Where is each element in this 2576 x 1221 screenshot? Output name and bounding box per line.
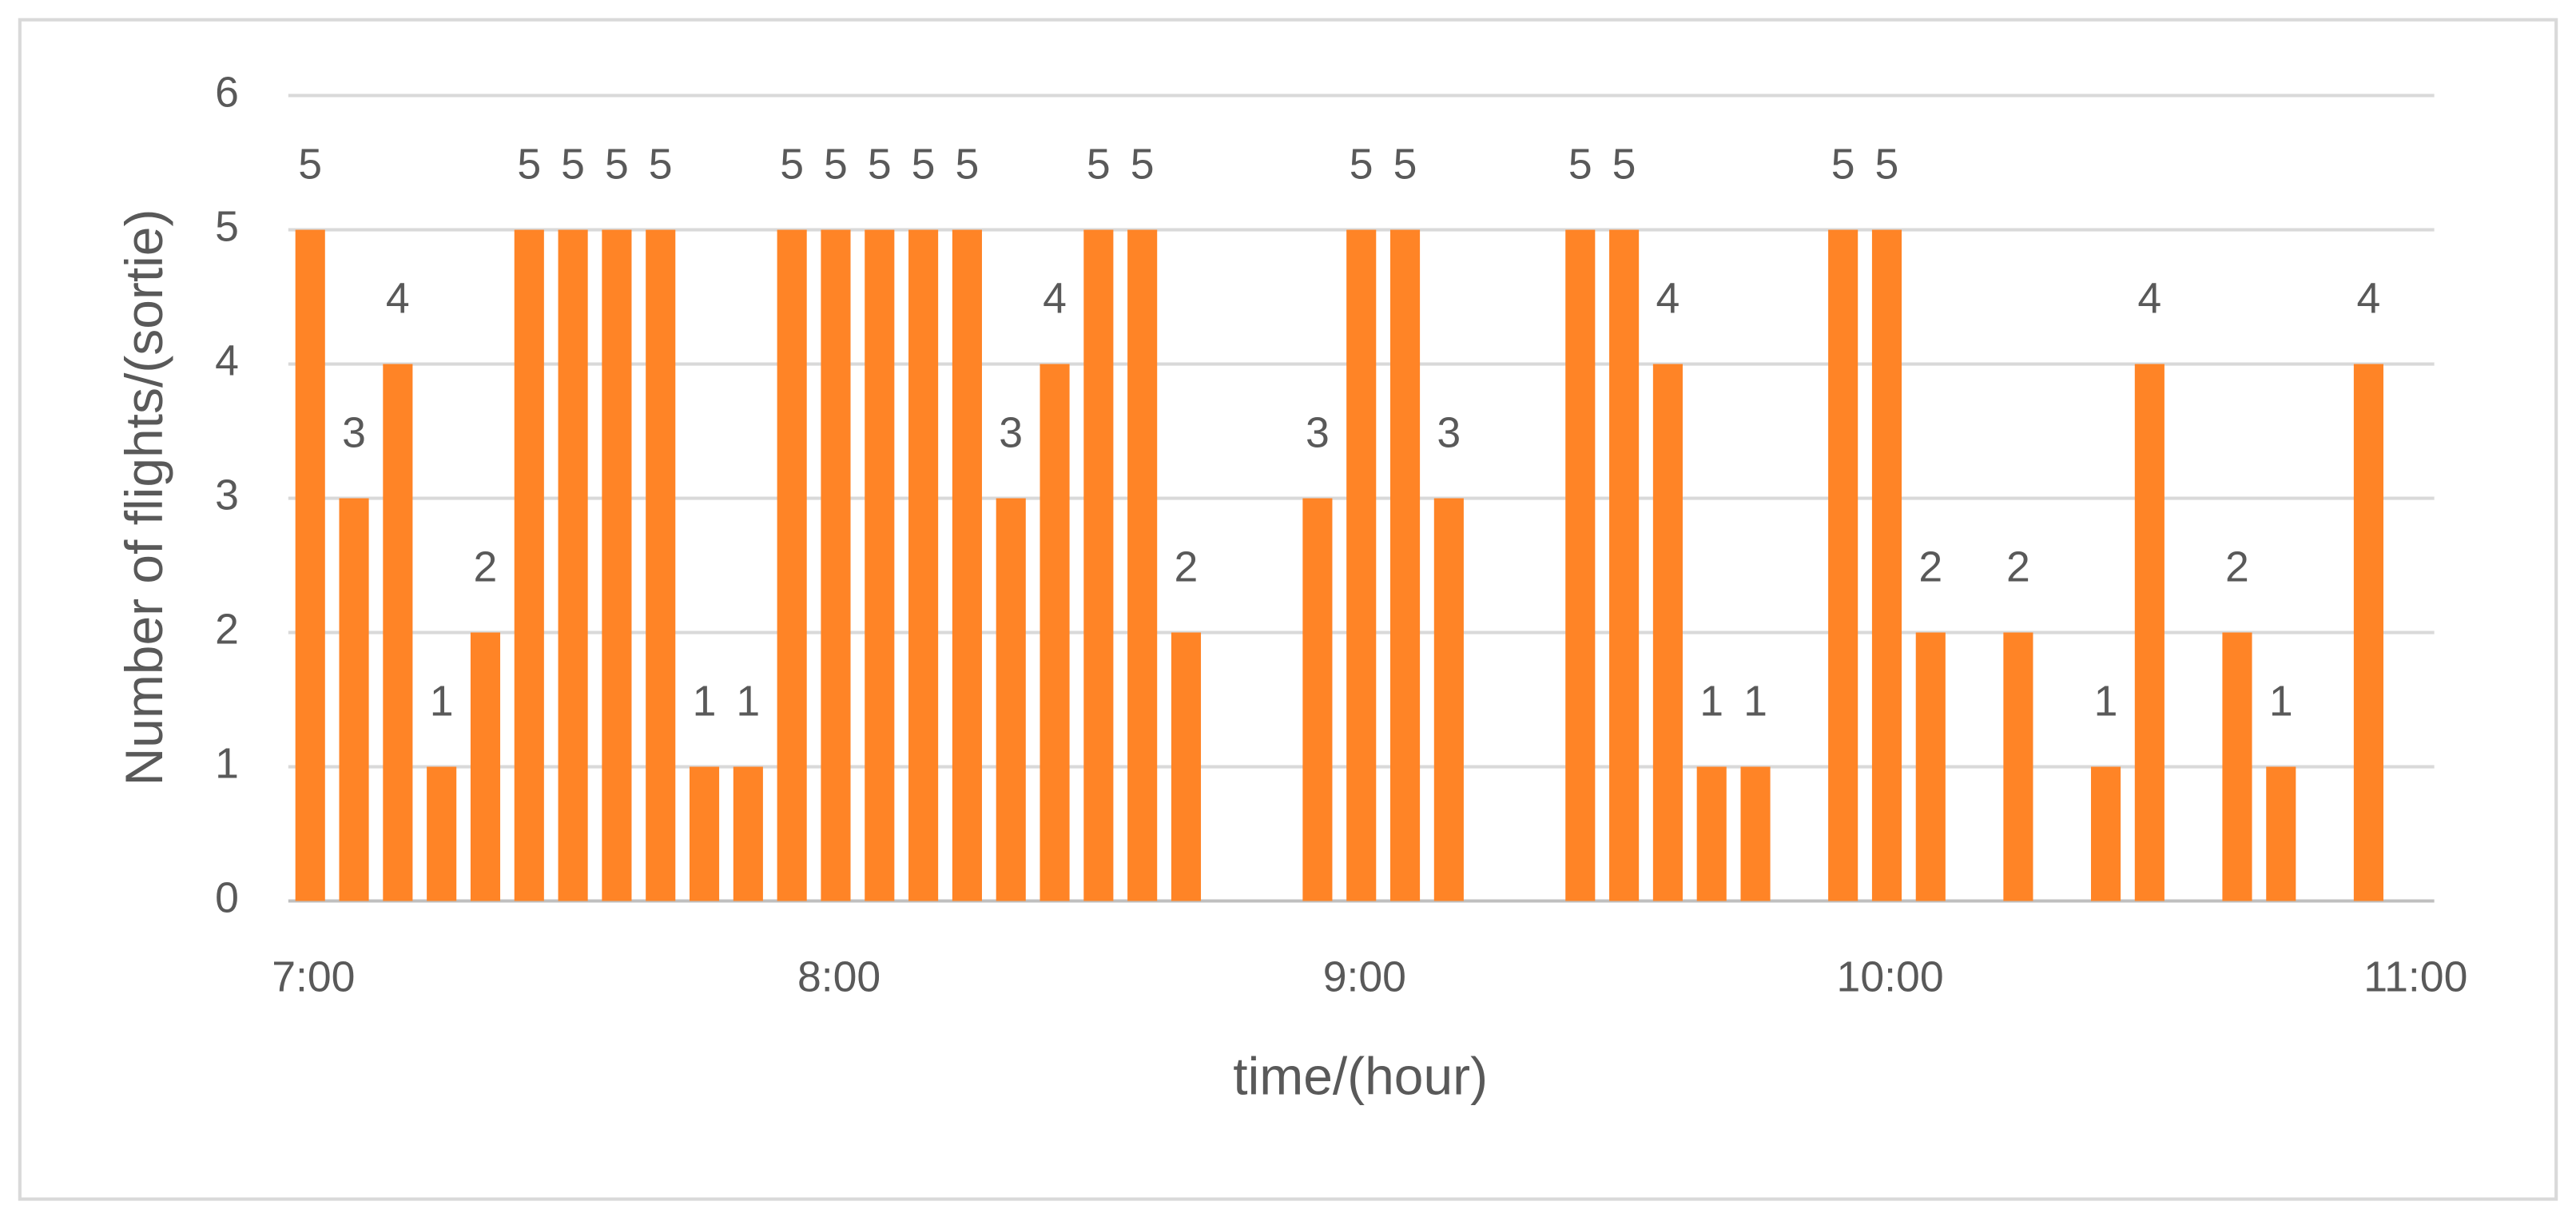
data-label: 5 <box>605 140 629 188</box>
bar <box>1609 229 1640 901</box>
bar <box>2090 766 2121 901</box>
bar <box>1565 229 1596 901</box>
bar <box>470 632 501 901</box>
data-label: 4 <box>1043 274 1067 322</box>
bar <box>1433 498 1464 901</box>
data-label: 4 <box>386 274 410 322</box>
data-label: 2 <box>1175 543 1199 591</box>
data-label: 5 <box>1131 140 1155 188</box>
bar <box>2003 632 2033 901</box>
chart-border <box>18 18 2558 1201</box>
bar <box>295 229 325 901</box>
data-label: 5 <box>1831 140 1855 188</box>
bar <box>1871 229 1902 901</box>
bar <box>689 766 720 901</box>
y-axis-title: Number of flights/(sortie) <box>114 209 173 786</box>
bar <box>383 364 413 901</box>
data-label: 5 <box>1393 140 1417 188</box>
data-label: 1 <box>1699 677 1723 725</box>
bar <box>1915 632 1946 901</box>
y-tick-label: 6 <box>215 69 239 117</box>
bar <box>1652 364 1683 901</box>
data-label: 4 <box>2137 274 2161 322</box>
bar <box>2266 766 2296 901</box>
data-label: 1 <box>736 677 760 725</box>
bar <box>2134 364 2165 901</box>
x-tick-label: 10:00 <box>1837 953 1944 1001</box>
data-label: 5 <box>912 140 936 188</box>
data-label: 3 <box>1306 408 1330 456</box>
bar <box>646 229 676 901</box>
bar <box>1740 766 1771 901</box>
x-tick-label: 11:00 <box>2363 953 2467 1001</box>
bar <box>777 229 807 901</box>
data-label: 1 <box>1743 677 1767 725</box>
data-label: 1 <box>430 677 454 725</box>
bar <box>952 229 982 901</box>
data-label: 3 <box>1437 408 1461 456</box>
data-label: 5 <box>561 140 585 188</box>
bar <box>865 229 895 901</box>
y-tick-label: 1 <box>215 740 239 788</box>
y-tick-label: 4 <box>215 337 239 385</box>
y-tick-label: 2 <box>215 606 239 654</box>
data-label: 1 <box>693 677 717 725</box>
y-tick-label: 5 <box>215 203 239 251</box>
bar <box>996 498 1026 901</box>
x-axis-title: time/(hour) <box>1233 1047 1488 1106</box>
data-label: 5 <box>780 140 804 188</box>
bar <box>339 498 369 901</box>
x-tick-label: 7:00 <box>272 953 355 1001</box>
data-label: 5 <box>1612 140 1636 188</box>
y-tick-label: 0 <box>215 874 239 922</box>
data-label: 2 <box>2006 543 2030 591</box>
data-label: 5 <box>824 140 848 188</box>
y-tick-label: 3 <box>215 471 239 519</box>
bar <box>821 229 851 901</box>
data-label: 5 <box>1568 140 1592 188</box>
x-tick-label: 8:00 <box>797 953 881 1001</box>
data-label: 5 <box>1875 140 1899 188</box>
bar <box>514 229 544 901</box>
bar <box>2222 632 2252 901</box>
data-label: 5 <box>1350 140 1373 188</box>
bar <box>1083 229 1114 901</box>
bar <box>1389 229 1421 901</box>
bar <box>1171 632 1202 901</box>
data-label: 5 <box>298 140 322 188</box>
data-label: 1 <box>2094 677 2118 725</box>
data-label: 3 <box>999 408 1023 456</box>
bar <box>908 229 939 901</box>
data-label: 2 <box>474 543 498 591</box>
data-label: 3 <box>342 408 366 456</box>
bar <box>1040 364 1070 901</box>
bar <box>1346 229 1377 901</box>
bar <box>2353 364 2383 901</box>
data-label: 5 <box>517 140 541 188</box>
data-label: 1 <box>2269 677 2293 725</box>
bar <box>427 766 457 901</box>
x-tick-label: 9:00 <box>1323 953 1406 1001</box>
data-label: 2 <box>1918 543 1942 591</box>
data-label: 2 <box>2225 543 2249 591</box>
data-label: 5 <box>868 140 892 188</box>
data-label: 4 <box>2357 274 2381 322</box>
bar <box>602 229 632 901</box>
data-label: 4 <box>1656 274 1680 322</box>
bar <box>558 229 588 901</box>
data-label: 5 <box>1087 140 1111 188</box>
bar <box>1302 498 1333 901</box>
bar <box>1696 766 1727 901</box>
data-label: 5 <box>956 140 980 188</box>
bar <box>1828 229 1858 901</box>
bar <box>733 766 763 901</box>
bar <box>1127 229 1158 901</box>
data-label: 5 <box>649 140 673 188</box>
